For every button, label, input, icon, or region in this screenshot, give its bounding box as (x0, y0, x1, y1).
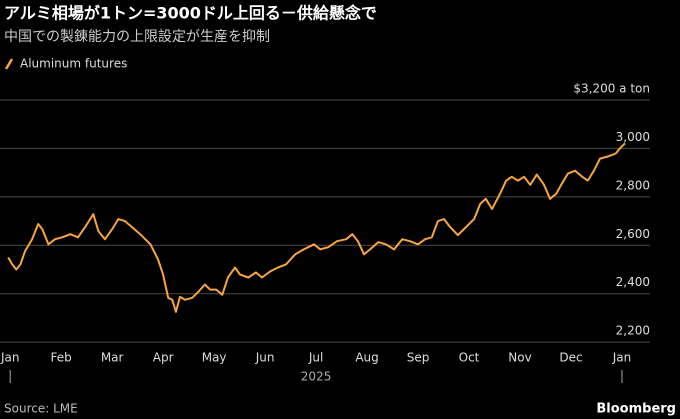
brand: Bloomberg (596, 402, 676, 417)
y-tick-label: 2,600 (616, 227, 650, 241)
legend-label: Aluminum futures (20, 57, 127, 71)
y-tick-label: 2,400 (616, 275, 650, 289)
x-tick-label: Nov (508, 351, 531, 365)
line (7, 142, 626, 313)
source: Source: LME (4, 402, 78, 416)
x-tick-label: Jan (612, 351, 632, 365)
x-tick-label: Jun (255, 351, 275, 365)
chart-title: アルミ相場が1トン=3000ドル上回る－供給懸念で (4, 4, 377, 23)
year-label: 2025 (301, 370, 332, 384)
y-tick-label: $3,200 a ton (573, 82, 650, 96)
y-tick-label: 2,800 (616, 178, 650, 192)
x-tick-label: Jan (0, 351, 19, 365)
x-tick-label: Aug (355, 351, 378, 365)
y-tick-label: 3,000 (616, 130, 650, 144)
x-tick-label: Mar (101, 351, 124, 365)
x-tick-label: Oct (459, 351, 480, 365)
x-tick-label: May (202, 351, 227, 365)
x-tick-label: Dec (559, 351, 582, 365)
x-tick-label: Feb (51, 351, 72, 365)
legend-swatch (4, 58, 14, 70)
chart-subtitle: 中国での製錬能力の上限設定が生産を抑制 (4, 29, 270, 45)
y-tick-label: 2,200 (616, 324, 650, 338)
x-tick-label: Jul (308, 351, 323, 365)
x-tick-label: Sep (407, 351, 430, 365)
x-tick-label: Apr (153, 351, 174, 365)
